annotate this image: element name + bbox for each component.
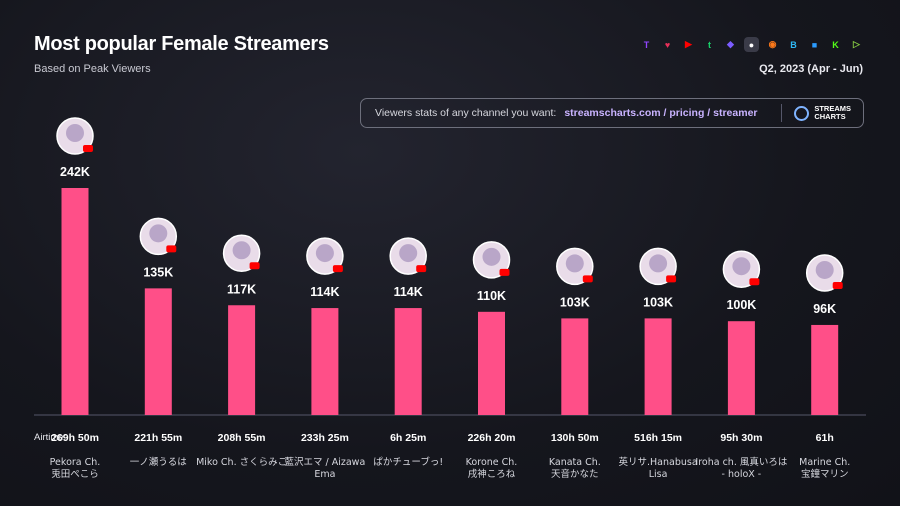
streamer-name-3: Miko Ch. さくらみこ: [196, 457, 287, 468]
value-label-4: 114K: [310, 285, 339, 299]
value-label-6: 110K: [477, 289, 506, 303]
bar-10: [811, 324, 839, 415]
avatar-face-3: [232, 241, 251, 260]
youtube-badge-icon: [416, 265, 427, 273]
streamer-name-7: Kanata Ch.天音かなた: [549, 457, 601, 480]
nimo-icon: ♥: [664, 39, 671, 50]
streamer-name-4: 藍沢エマ / Aizawa Ema: [285, 456, 366, 480]
platform-icons: T ♥ ▶ t ◆ ● ◉ B ■ K ▷: [639, 37, 864, 52]
bar-1: [61, 188, 89, 415]
youtube-badge-icon: [83, 145, 93, 152]
avatar-face-1: [66, 124, 84, 142]
airtime-value-10: 61h: [816, 432, 834, 444]
banner-text: Viewers stats of any channel you want:: [375, 107, 557, 119]
airtime-value-5: 6h 25m: [390, 432, 426, 444]
bar-7: [561, 318, 589, 415]
value-label-2: 135K: [143, 265, 173, 279]
streamer-name-1: Pekora Ch.兎田ぺこら: [50, 457, 101, 480]
streamscharts-logo-icon: [794, 105, 810, 121]
bar-2: [144, 288, 172, 415]
youtube-badge-icon: [249, 262, 260, 270]
logo-line-1: STREAMS: [814, 104, 851, 113]
bar-5: [394, 308, 422, 415]
airtime-value-9: 95h 30m: [720, 432, 762, 444]
value-label-9: 100K: [726, 298, 756, 312]
value-label-7: 103K: [560, 295, 590, 309]
bar-6: [478, 311, 505, 415]
airtime-value-7: 130h 50m: [551, 432, 599, 444]
twitch-icon: T: [643, 39, 650, 50]
youtube-badge-icon: [582, 275, 593, 283]
airtime-value-3: 208h 55m: [218, 432, 266, 444]
youtube-badge-icon: [666, 275, 677, 283]
value-label-5: 114K: [394, 285, 423, 299]
chat-icon: ■: [811, 39, 818, 50]
logo-line-2: CHARTS: [814, 112, 846, 121]
airtime-label: Airtime:: [34, 432, 67, 443]
streamer-name-6: Korone Ch.戌神ころね: [466, 457, 518, 480]
bar-8: [644, 318, 672, 415]
youtube-badge-icon: [749, 278, 760, 286]
kick-alt-icon: ◆: [727, 39, 734, 49]
banner-url[interactable]: streamscharts.com / pricing / streamer: [564, 107, 758, 119]
kick-icon: K: [832, 39, 839, 50]
bar-4: [311, 308, 339, 415]
bar-9: [727, 321, 755, 415]
value-label-1: 242K: [60, 165, 90, 179]
streamscharts-logo: STREAMS CHARTS: [794, 105, 851, 121]
value-label-10: 96K: [813, 302, 836, 316]
youtube-badge-icon: [166, 245, 177, 253]
bigo-icon: B: [790, 39, 797, 50]
airtime-value-2: 221h 55m: [134, 432, 182, 444]
value-label-8: 103K: [643, 295, 673, 309]
youtube-icon: ▶: [685, 39, 692, 49]
banner-divider: [781, 104, 783, 122]
avatar-face-2: [149, 224, 168, 243]
period-label: Q2, 2023 (Apr - Jun): [759, 63, 863, 75]
avatar-face-6: [482, 247, 501, 266]
streamer-name-8: 英リサ.Hanabusa Lisa: [619, 456, 698, 480]
airtime-value-8: 516h 15m: [634, 432, 682, 444]
avatar-face-7: [565, 254, 584, 273]
afreeca-icon: ◉: [768, 39, 777, 49]
streamer-name-2: 一ノ瀬うるは: [130, 456, 188, 468]
trovo-icon: t: [708, 39, 711, 50]
youtube-badge-icon: [499, 268, 510, 276]
youtube-badge-icon: [332, 265, 343, 273]
bar-3: [228, 305, 256, 415]
airtime-value-4: 233h 25m: [301, 432, 349, 444]
avatar-face-10: [815, 260, 834, 279]
avatar-face-4: [315, 244, 334, 263]
avatar-face-8: [649, 254, 668, 273]
streamer-name-10: Marine Ch.宝鐘マリン: [799, 457, 850, 480]
airtime-value-1: 269h 50m: [51, 432, 99, 444]
promo-banner[interactable]: Viewers stats of any channel you want: s…: [360, 98, 864, 128]
value-label-3: 117K: [227, 282, 256, 296]
airtime-value-6: 226h 20m: [468, 432, 516, 444]
chart-title: Most popular Female Streamers: [34, 33, 329, 55]
avatar-face-5: [399, 244, 418, 263]
avatar-face-9: [732, 257, 751, 276]
youtube-badge-icon: [832, 281, 843, 289]
streamer-name-9: Iroha ch. 風真いろは- holoX -: [695, 456, 787, 480]
rumble-icon: ▷: [853, 39, 860, 49]
chart-subtitle: Based on Peak Viewers: [34, 63, 151, 75]
streamer-name-5: ぱかチューブっ!: [373, 456, 443, 468]
ghost-icon: ●: [744, 37, 759, 52]
